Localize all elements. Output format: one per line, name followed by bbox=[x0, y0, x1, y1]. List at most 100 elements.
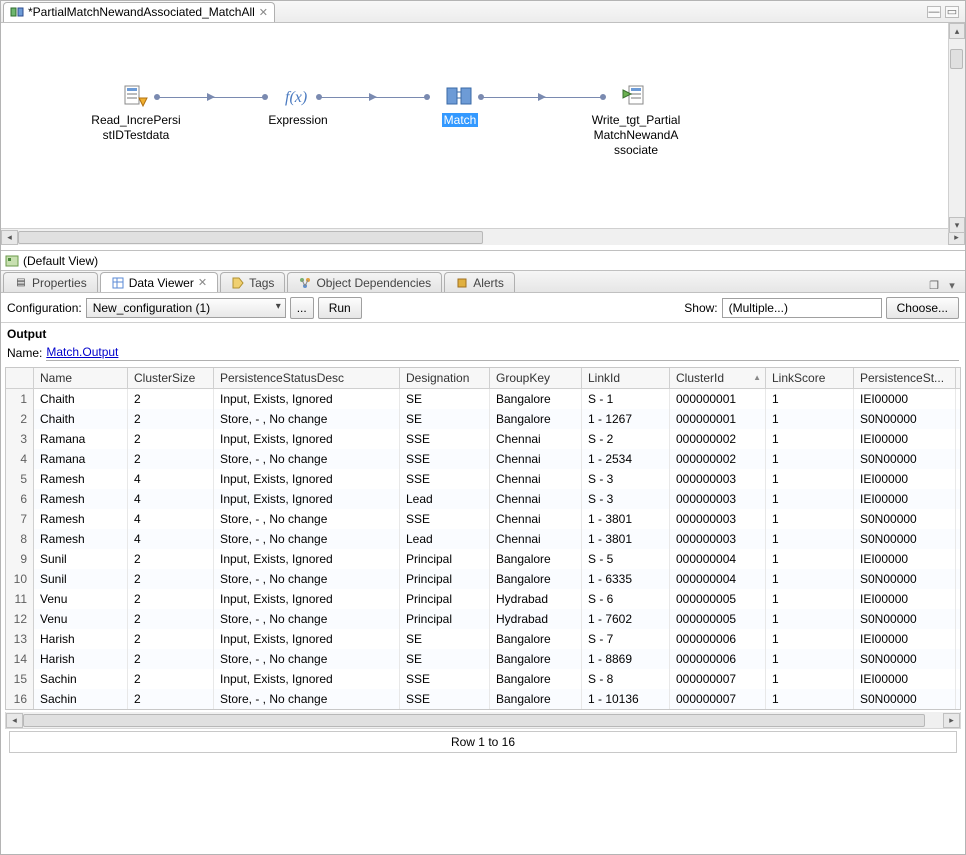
close-icon[interactable]: ✕ bbox=[198, 276, 207, 289]
horizontal-scrollbar[interactable]: ◂ ▸ bbox=[1, 228, 965, 245]
table-row[interactable]: 11Venu2Input, Exists, IgnoredPrincipalHy… bbox=[6, 589, 960, 609]
minimize-icon[interactable]: — bbox=[927, 6, 941, 18]
table-cell: S0N00000 bbox=[854, 649, 956, 669]
flow-node-read[interactable]: Read_IncrePersistIDTestdata bbox=[91, 83, 181, 143]
maximize-icon[interactable]: ▭ bbox=[945, 6, 959, 18]
run-button[interactable]: Run bbox=[318, 297, 362, 319]
table-cell: IEI00000 bbox=[854, 429, 956, 449]
table-cell: Chennai bbox=[490, 429, 582, 449]
table-cell: 000000006 bbox=[670, 629, 766, 649]
table-row[interactable]: 14Harish2Store, - , No changeSEBangalore… bbox=[6, 649, 960, 669]
default-view-label[interactable]: (Default View) bbox=[23, 254, 98, 268]
table-cell: Chaith bbox=[34, 409, 128, 429]
table-cell: 000000004 bbox=[670, 549, 766, 569]
close-icon[interactable]: ✕ bbox=[259, 6, 268, 19]
tab-object-dependencies[interactable]: Object Dependencies bbox=[287, 272, 442, 292]
table-cell: S - 3 bbox=[582, 469, 670, 489]
table-row[interactable]: 6Ramesh4Input, Exists, IgnoredLeadChenna… bbox=[6, 489, 960, 509]
flow-node-label: Match bbox=[415, 113, 505, 128]
scroll-up-icon[interactable]: ▴ bbox=[949, 23, 965, 39]
show-input[interactable]: (Multiple...) bbox=[722, 298, 882, 318]
flow-canvas[interactable]: Read_IncrePersistIDTestdata f(x)Expressio… bbox=[1, 23, 965, 228]
show-value: (Multiple...) bbox=[729, 301, 788, 315]
scroll-right-icon[interactable]: ▸ bbox=[943, 713, 960, 728]
table-cell: Input, Exists, Ignored bbox=[214, 629, 400, 649]
rownum-cell: 1 bbox=[6, 389, 34, 409]
menu-icon[interactable]: ▾ bbox=[945, 278, 959, 292]
configuration-ellipsis-button[interactable]: ... bbox=[290, 297, 314, 319]
table-cell: 000000004 bbox=[670, 569, 766, 589]
table-cell: Input, Exists, Ignored bbox=[214, 469, 400, 489]
tab-alerts[interactable]: Alerts bbox=[444, 272, 515, 292]
restore-icon[interactable]: ❐ bbox=[927, 278, 941, 292]
vertical-scrollbar[interactable]: ▴ ▾ bbox=[948, 23, 965, 233]
tab-tags[interactable]: Tags bbox=[220, 272, 285, 292]
table-row[interactable]: 13Harish2Input, Exists, IgnoredSEBangalo… bbox=[6, 629, 960, 649]
rownum-header[interactable] bbox=[6, 368, 34, 388]
tab-data-viewer[interactable]: Data Viewer ✕ bbox=[100, 272, 218, 292]
table-horizontal-scrollbar[interactable]: ◂ ▸ bbox=[5, 712, 961, 729]
table-cell: Input, Exists, Ignored bbox=[214, 589, 400, 609]
svg-text:f(x): f(x) bbox=[285, 89, 307, 106]
table-row[interactable]: 3Ramana2Input, Exists, IgnoredSSEChennai… bbox=[6, 429, 960, 449]
table-cell: Lead bbox=[400, 489, 490, 509]
column-header[interactable]: ClusterId▲ bbox=[670, 368, 766, 388]
table-row[interactable]: 15Sachin2Input, Exists, IgnoredSSEBangal… bbox=[6, 669, 960, 689]
table-row[interactable]: 12Venu2Store, - , No changePrincipalHydr… bbox=[6, 609, 960, 629]
scroll-down-icon[interactable]: ▾ bbox=[949, 217, 965, 233]
flow-node-expr[interactable]: f(x)Expression bbox=[253, 83, 343, 128]
table-cell: SSE bbox=[400, 429, 490, 449]
table-cell: Store, - , No change bbox=[214, 689, 400, 709]
fx-icon: f(x) bbox=[282, 83, 314, 111]
scroll-left-icon[interactable]: ◂ bbox=[6, 713, 23, 728]
tab-properties[interactable]: ▤ Properties bbox=[3, 272, 98, 292]
table-cell: 1 bbox=[766, 449, 854, 469]
column-header[interactable]: GroupKey bbox=[490, 368, 582, 388]
table-row[interactable]: 9Sunil2Input, Exists, IgnoredPrincipalBa… bbox=[6, 549, 960, 569]
column-header[interactable]: Name bbox=[34, 368, 128, 388]
table-cell: 2 bbox=[128, 409, 214, 429]
output-name-link[interactable]: Match.Output bbox=[46, 345, 959, 361]
column-header[interactable]: Designation bbox=[400, 368, 490, 388]
table-row[interactable]: 4Ramana2Store, - , No changeSSEChennai1 … bbox=[6, 449, 960, 469]
table-row[interactable]: 2Chaith2Store, - , No changeSEBangalore1… bbox=[6, 409, 960, 429]
tab-properties-label: Properties bbox=[32, 276, 87, 290]
table-cell: 1 bbox=[766, 589, 854, 609]
scroll-left-icon[interactable]: ◂ bbox=[1, 230, 18, 245]
table-cell: IEI00000 bbox=[854, 469, 956, 489]
column-header[interactable]: PersistenceSt... bbox=[854, 368, 956, 388]
table-cell: Store, - , No change bbox=[214, 409, 400, 429]
flow-node-match[interactable]: Match bbox=[415, 83, 505, 128]
table-cell: SE bbox=[400, 649, 490, 669]
table-row[interactable]: 7Ramesh4Store, - , No changeSSEChennai1 … bbox=[6, 509, 960, 529]
table-row[interactable]: 10Sunil2Store, - , No changePrincipalBan… bbox=[6, 569, 960, 589]
table-row[interactable]: 16Sachin2Store, - , No changeSSEBangalor… bbox=[6, 689, 960, 709]
table-cell: S - 8 bbox=[582, 669, 670, 689]
table-cell: Sunil bbox=[34, 569, 128, 589]
table-cell: Store, - , No change bbox=[214, 529, 400, 549]
table-cell: Bangalore bbox=[490, 569, 582, 589]
configuration-select[interactable]: New_configuration (1) bbox=[86, 298, 286, 318]
column-header[interactable]: ClusterSize bbox=[128, 368, 214, 388]
table-cell: Harish bbox=[34, 649, 128, 669]
table-cell: 2 bbox=[128, 449, 214, 469]
table-cell: Input, Exists, Ignored bbox=[214, 429, 400, 449]
properties-icon: ▤ bbox=[14, 276, 28, 290]
table-cell: Input, Exists, Ignored bbox=[214, 389, 400, 409]
column-header[interactable]: LinkId bbox=[582, 368, 670, 388]
table-cell: Chennai bbox=[490, 489, 582, 509]
rownum-cell: 9 bbox=[6, 549, 34, 569]
table-cell: Bangalore bbox=[490, 629, 582, 649]
choose-button[interactable]: Choose... bbox=[886, 297, 959, 319]
table-cell: 2 bbox=[128, 629, 214, 649]
table-cell: 2 bbox=[128, 649, 214, 669]
table-row[interactable]: 5Ramesh4Input, Exists, IgnoredSSEChennai… bbox=[6, 469, 960, 489]
table-cell: Venu bbox=[34, 609, 128, 629]
editor-tab[interactable]: *PartialMatchNewandAssociated_MatchAll ✕ bbox=[3, 2, 275, 22]
table-row[interactable]: 8Ramesh4Store, - , No changeLeadChennai1… bbox=[6, 529, 960, 549]
column-header[interactable]: PersistenceStatusDesc bbox=[214, 368, 400, 388]
column-header[interactable]: LinkScore bbox=[766, 368, 854, 388]
table-row[interactable]: 1Chaith2Input, Exists, IgnoredSEBangalor… bbox=[6, 389, 960, 409]
table-cell: IEI00000 bbox=[854, 589, 956, 609]
editor-tab-title: *PartialMatchNewandAssociated_MatchAll bbox=[28, 5, 255, 19]
